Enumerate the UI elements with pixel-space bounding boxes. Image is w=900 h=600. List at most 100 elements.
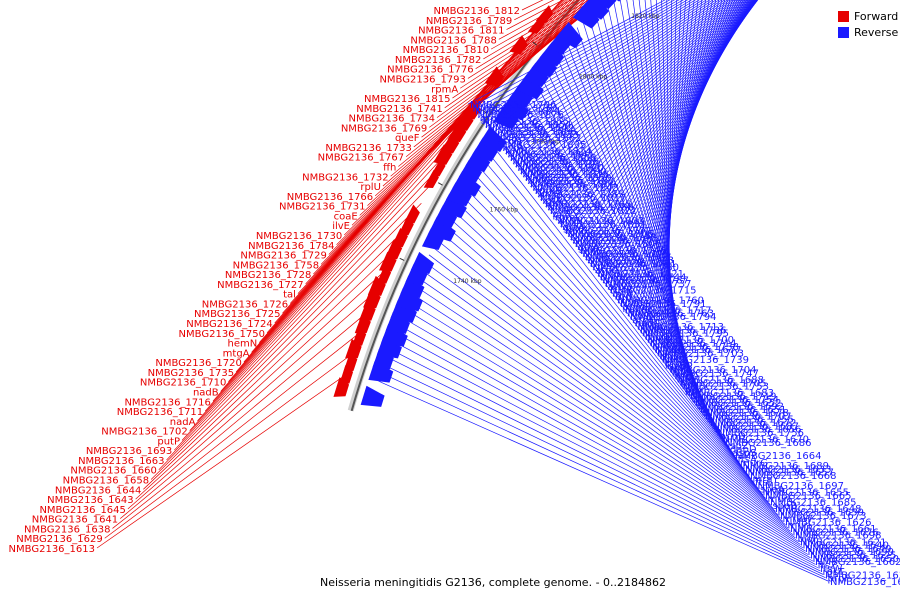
reverse-leader-line: [540, 0, 751, 201]
reverse-gene-label: NMBG2136_1779: [583, 249, 669, 260]
reverse-leader-line: [640, 0, 717, 333]
scale-tick: [399, 257, 405, 261]
reverse-leader-line: [421, 269, 794, 535]
reverse-feature: [616, 0, 621, 2]
reverse-gene-label: NMBG2136_1652: [695, 398, 781, 409]
reverse-gene-label: NMBG2136_1683: [688, 388, 774, 399]
reverse-gene-label: NMBG2136_1780: [593, 262, 679, 273]
gene-labels: NMBG2136_1812NMBG2136_1789NMBG2136_1811N…: [9, 6, 900, 588]
reverse-gene-label: NMBG2136_1677: [655, 345, 741, 356]
reverse-gene-label: NMBG2136_1835: [500, 140, 586, 151]
forward-gene-label: NMBG2136_1733: [325, 143, 411, 154]
reverse-gene-label: NMBG2136_1657: [748, 468, 834, 479]
backbone-line: [350, 0, 581, 412]
forward-leader-line: [320, 0, 581, 265]
reverse-gene-label: lysA: [503, 143, 524, 154]
forward-leader-line: [112, 328, 366, 529]
reverse-leader-line: [602, 0, 750, 284]
reverse-gene-label: murC: [768, 494, 795, 505]
reverse-feature: [515, 73, 544, 100]
reverse-leader-line: [642, 0, 713, 336]
reverse-gene-label: speB: [773, 501, 798, 512]
forward-gene-label: NMBG2136_1702: [101, 427, 187, 438]
reverse-gene-label: NMBG2136_1760: [618, 295, 704, 306]
reverse-leader-line: [440, 231, 781, 519]
reverse-feature: [452, 170, 481, 197]
reverse-gene-label: NMBG2136_1704: [670, 365, 756, 376]
reverse-leader-line: [407, 301, 804, 549]
reverse-feature: [555, 22, 583, 49]
reverse-gene-label: speA: [760, 484, 785, 495]
reverse-gene-label: NMBG2136_1751: [590, 259, 676, 270]
reverse-gene-label: NMBG2136_1715: [610, 286, 696, 297]
reverse-leader-line: [389, 348, 819, 569]
reverse-leader-line: [485, 0, 696, 128]
reverse-leader-line: [635, 0, 723, 327]
reverse-leader-line: [490, 143, 751, 479]
reverse-gene-label: NMBG2136_1787: [603, 276, 689, 287]
reverse-gene-label: NMBG2136_1655: [763, 488, 849, 499]
forward-gene-label: NMBG2136_1693: [86, 446, 172, 457]
reverse-gene-label: NMBG2136_1678: [703, 408, 789, 419]
reverse-gene-label: NMBG2136_1721: [598, 269, 684, 280]
reverse-leader-line: [507, 0, 726, 158]
reverse-gene-label: NMBG2136_1795: [643, 329, 729, 340]
reverse-leader-line: [622, 0, 736, 310]
forward-gene-label: NMBG2136_1758: [233, 260, 319, 271]
reverse-gene-label: murG: [740, 458, 768, 469]
reverse-leader-line: [500, 0, 717, 148]
reverse-gene-label: NMBG2136_1791: [620, 299, 706, 310]
reverse-gene-label: ftsA: [738, 454, 757, 465]
forward-gene-label: NMBG2136_1724: [186, 319, 272, 330]
reverse-feature: [458, 159, 483, 183]
reverse-leader-line: [637, 0, 720, 330]
scale-label: 1820 kbp: [631, 13, 659, 20]
reverse-leader-line: [512, 0, 731, 164]
reverse-gene-label: pdxJ: [685, 385, 707, 396]
reverse-gene-label: uppP: [668, 362, 693, 373]
reverse-leader-line: [592, 0, 755, 270]
reverse-gene-label: NMBG2136_1659: [778, 507, 864, 518]
reverse-feature: [547, 32, 571, 55]
reverse-gene-label: NMBG2136_1803: [558, 216, 644, 227]
reverse-gene-label: NMBG2136_1785: [538, 189, 624, 200]
reverse-gene-label: atpD: [498, 136, 522, 147]
reverse-leader-line: [524, 94, 734, 456]
reverse-gene-label: NMBG2136_1820: [518, 163, 604, 174]
reverse-leader-line: [395, 332, 814, 562]
reverse-gene-label: NMBG2136_1737: [605, 279, 691, 290]
forward-gene-label: NMBG2136_1732: [302, 172, 388, 183]
reverse-leader-line: [552, 0, 756, 217]
reverse-leader-line: [487, 0, 700, 131]
forward-gene-label: NMBG2136_1725: [194, 309, 280, 320]
reverse-leader-line: [535, 0, 748, 194]
legend-reverse: Reverse: [838, 24, 898, 40]
reverse-leader-line: [537, 0, 750, 198]
reverse-feature: [572, 2, 600, 29]
reverse-gene-label: pgmB: [623, 302, 652, 313]
reverse-leader-line: [470, 0, 671, 108]
reverse-leader-line: [432, 246, 786, 525]
reverse-gene-label: NMBG2136_1699: [808, 547, 894, 558]
reverse-leader-line: [411, 293, 801, 545]
reverse-leader-line: [600, 0, 751, 280]
reverse-leader-line: [505, 0, 723, 154]
reverse-leader-line: [404, 308, 806, 552]
reverse-gene-label: NMBG2136_1672: [710, 418, 796, 429]
reverse-leader-line: [519, 100, 736, 459]
reverse-leader-line: [418, 277, 796, 539]
forward-gene-label: NMBG2136_1728: [225, 270, 311, 281]
scale-label: 1760 kbp: [490, 207, 518, 214]
forward-gene-label: NMBG2136_1613: [9, 544, 95, 555]
reverse-gene-label: pilB: [553, 209, 572, 220]
reverse-leader-line: [383, 364, 824, 575]
reverse-gene-label: NMBG2136_1761: [473, 103, 559, 114]
reverse-gene-label: NMBG2136_1842: [488, 123, 574, 134]
forward-gene-label: NMBG2136_1735: [148, 368, 234, 379]
legend-forward-label: Forward: [854, 9, 899, 23]
reverse-leader-line: [504, 121, 744, 469]
reverse-gene-label: rpmG: [555, 213, 583, 224]
forward-gene-label: hemN: [228, 339, 258, 350]
reverse-gene-label: NMBG2136_1700: [648, 335, 734, 346]
reverse-gene-label: NMBG2136_1686: [725, 438, 811, 449]
